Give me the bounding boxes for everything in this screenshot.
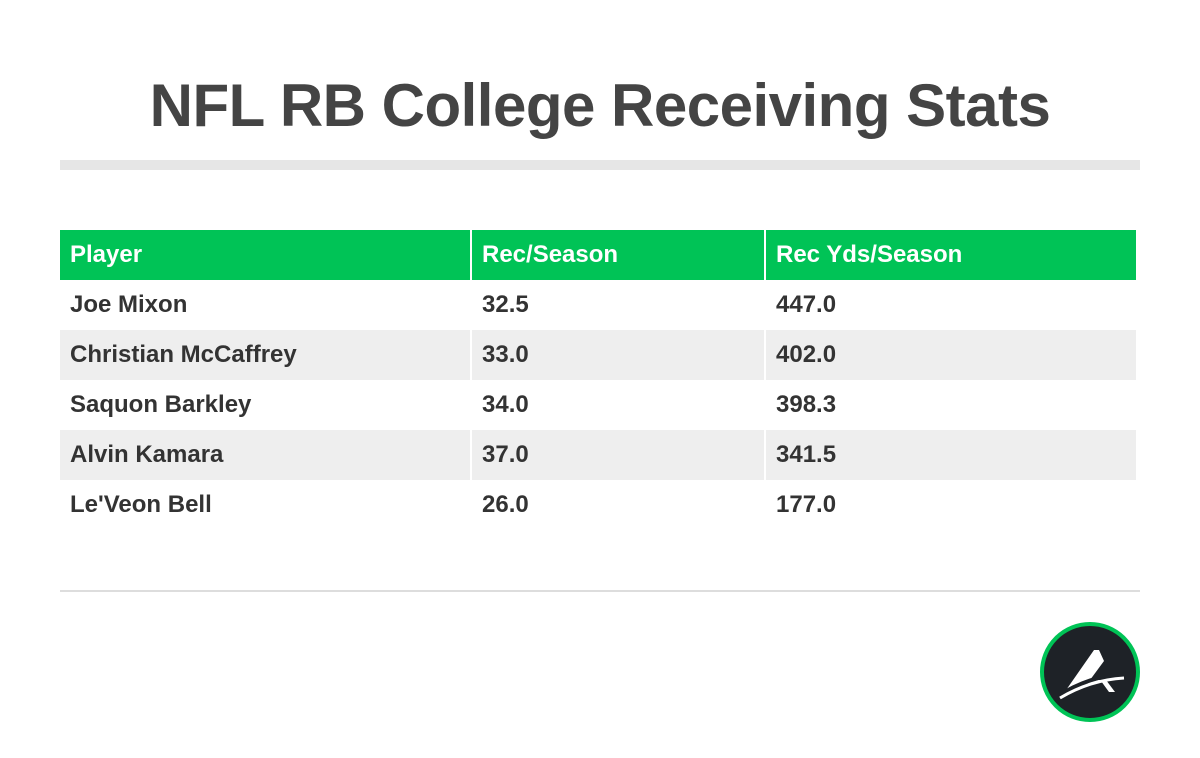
bottom-divider xyxy=(60,590,1140,592)
table-cell-player: Le'Veon Bell xyxy=(70,491,212,518)
table-cell-player: Christian McCaffrey xyxy=(60,330,470,380)
table-cell-rec-yds-season: 177.0 xyxy=(764,480,1136,530)
table-row: Christian McCaffrey 33.0 402.0 xyxy=(60,330,1136,380)
column-header-player: Player xyxy=(60,230,470,280)
table-cell-rec-yds-season: 447.0 xyxy=(764,280,1136,330)
table-cell-rec-season: 34.0 xyxy=(470,380,764,430)
table-cell-player: Alvin Kamara xyxy=(60,430,470,480)
table-cell-player: Joe Mixon xyxy=(70,291,188,318)
table-cell-rec-season: 32.5 xyxy=(470,280,764,330)
brand-a-logo-icon xyxy=(1056,650,1125,700)
table-cell-rec-season: 37.0 xyxy=(470,430,764,480)
page-title: NFL RB College Receiving Stats xyxy=(149,72,1051,139)
table-cell-rec-yds-season: 341.5 xyxy=(764,430,1136,480)
table-row: Le'Veon Bell 26.0 177.0 xyxy=(60,480,1136,530)
table-row: Saquon Barkley 34.0 398.3 xyxy=(60,380,1136,430)
table-row: Alvin Kamara 37.0 341.5 xyxy=(60,430,1136,480)
table-cell-player: Saquon Barkley xyxy=(70,391,252,418)
table-cell-rec-yds-season: 398.3 xyxy=(764,380,1136,430)
brand-logo xyxy=(1040,622,1140,722)
column-header-rec-season: Rec/Season xyxy=(470,230,764,280)
table-cell-rec-season: 26.0 xyxy=(470,480,764,530)
stats-table: Player Rec/Season Rec Yds/Season Joe Mix… xyxy=(60,230,1136,530)
table-cell-rec-season: 33.0 xyxy=(470,330,764,380)
table-header-row: Player Rec/Season Rec Yds/Season xyxy=(60,230,1136,280)
title-divider xyxy=(60,160,1140,170)
column-header-rec-yds-season: Rec Yds/Season xyxy=(764,230,1136,280)
table-row: Joe Mixon 32.5 447.0 xyxy=(60,280,1136,330)
table-cell-rec-yds-season: 402.0 xyxy=(764,330,1136,380)
